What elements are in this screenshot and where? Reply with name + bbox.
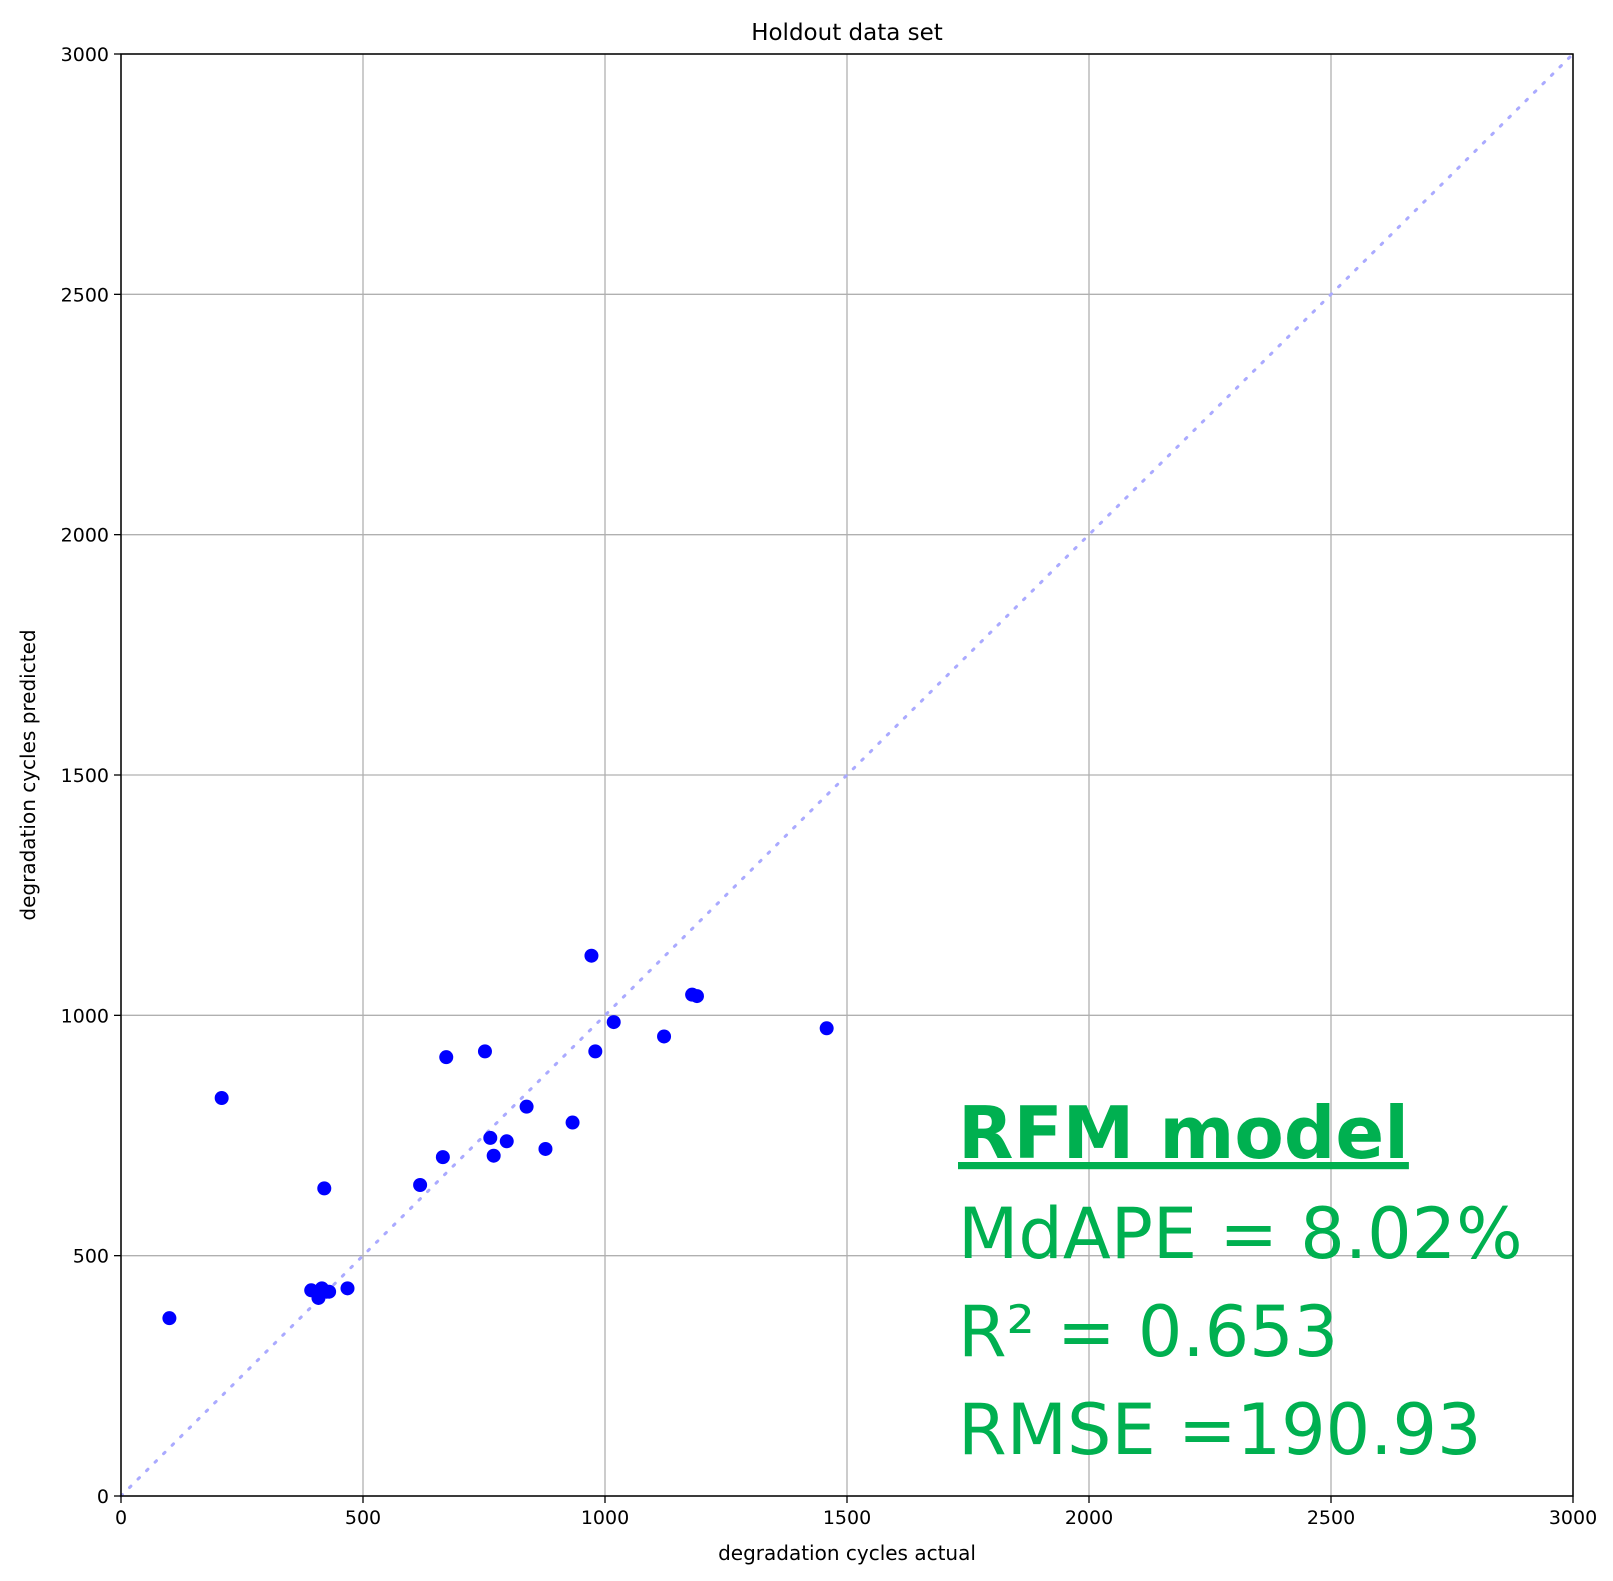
x-axis-ticks: 0 500 1000 1500 2000 2500 3000: [115, 1496, 1597, 1529]
x-axis-label: degradation cycles actual: [718, 1541, 976, 1565]
y-tick-label: 1500: [61, 765, 109, 787]
data-point: [439, 1050, 454, 1065]
x-tick-label: 3000: [1549, 1507, 1597, 1529]
x-tick-label: 1500: [823, 1507, 871, 1529]
annotation-rmse: RMSE =190.93: [958, 1389, 1482, 1471]
data-point: [435, 1150, 450, 1165]
annotation-mdape: MdAPE = 8.02%: [958, 1193, 1523, 1275]
x-tick-label: 2500: [1307, 1507, 1355, 1529]
y-tick-label: 1000: [61, 1005, 109, 1027]
data-point: [214, 1091, 229, 1106]
y-tick-label: 2500: [61, 284, 109, 306]
metrics-annotation: RFM model MdAPE = 8.02% R² = 0.653 RMSE …: [958, 1091, 1523, 1471]
y-axis-label: degradation cycles predicted: [16, 629, 40, 920]
x-tick-label: 1000: [581, 1507, 629, 1529]
data-point: [689, 989, 704, 1004]
x-tick-label: 500: [345, 1507, 381, 1529]
data-point: [322, 1284, 337, 1299]
data-point: [162, 1311, 177, 1326]
data-point: [565, 1115, 580, 1130]
data-point: [606, 1015, 621, 1030]
x-tick-label: 0: [115, 1507, 127, 1529]
data-point: [584, 948, 599, 963]
data-point: [477, 1044, 492, 1059]
data-point: [413, 1178, 428, 1193]
data-points: [162, 948, 834, 1326]
data-point: [317, 1181, 332, 1196]
data-point: [483, 1130, 498, 1145]
data-point: [486, 1148, 501, 1163]
y-tick-label: 500: [73, 1246, 109, 1268]
data-point: [538, 1141, 553, 1156]
data-point: [588, 1044, 603, 1059]
data-point: [499, 1134, 514, 1149]
data-point: [657, 1029, 672, 1044]
chart-title: Holdout data set: [751, 20, 943, 46]
data-point: [519, 1099, 534, 1114]
y-tick-label: 3000: [61, 44, 109, 66]
y-axis-ticks: 0 500 1000 1500 2000 2500 3000: [61, 44, 121, 1508]
data-point: [819, 1021, 834, 1036]
reference-line-group: [119, 52, 1575, 1498]
annotation-r2: R² = 0.653: [958, 1291, 1338, 1373]
y-tick-label: 2000: [61, 525, 109, 547]
x-tick-label: 2000: [1065, 1507, 1113, 1529]
y-tick-label: 0: [97, 1486, 109, 1508]
annotation-title: RFM model: [958, 1091, 1409, 1175]
reference-line: [119, 52, 1575, 1498]
data-point: [340, 1281, 355, 1296]
